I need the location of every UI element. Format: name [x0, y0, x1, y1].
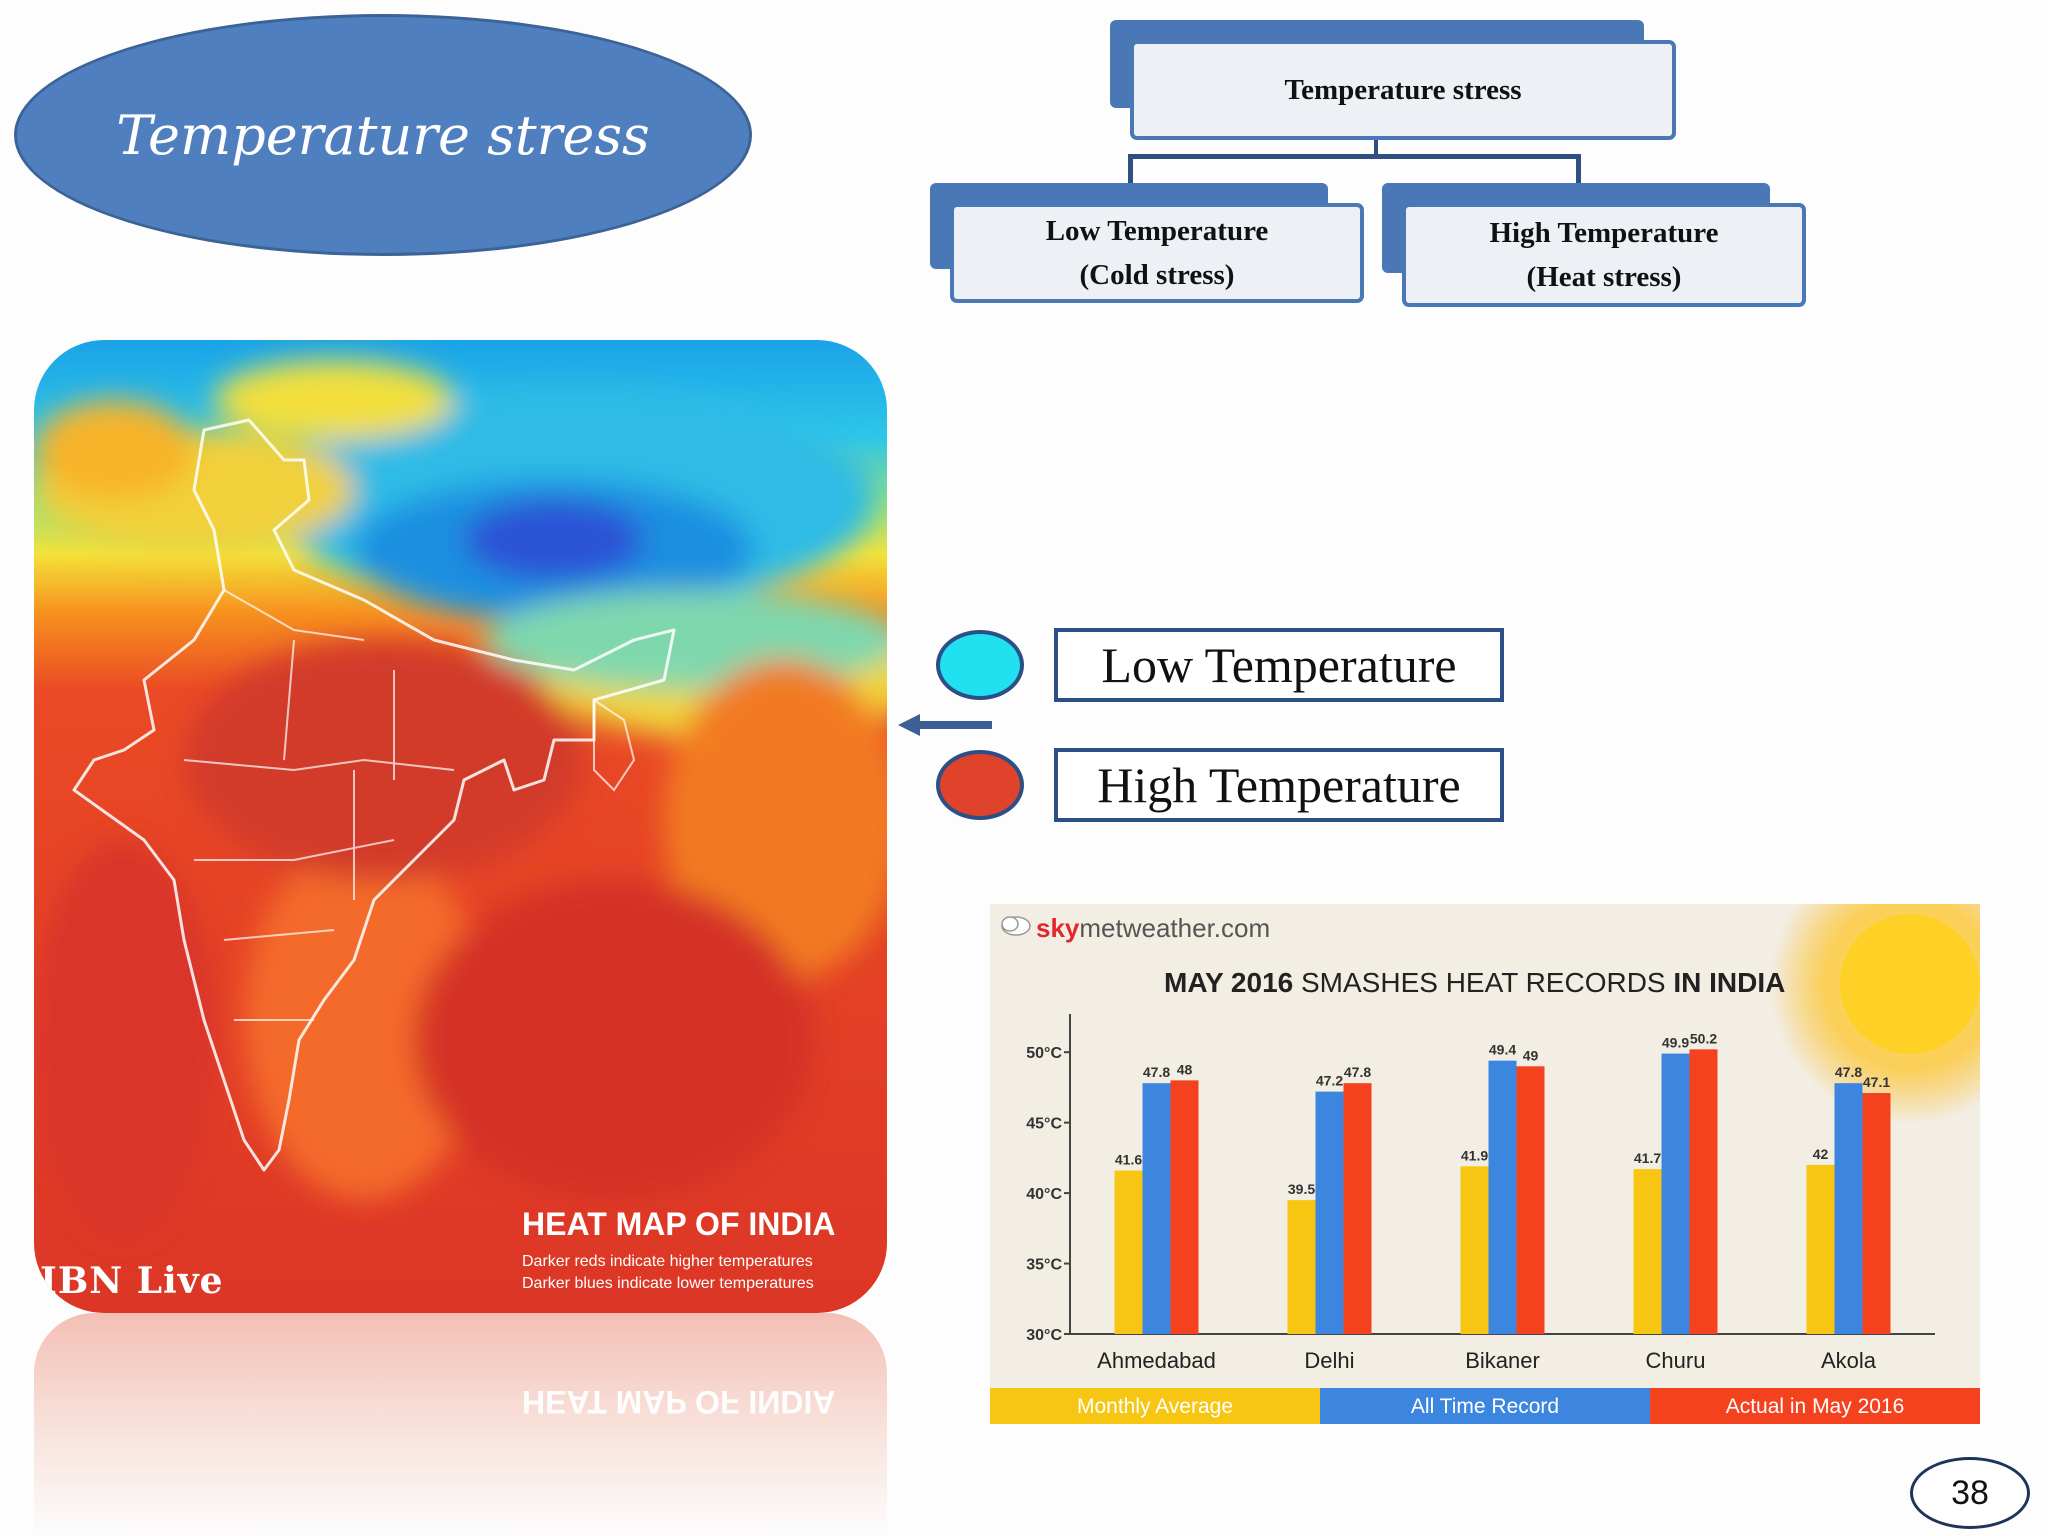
connector-left	[1128, 154, 1133, 184]
reflection-title: HEAT MAP OF INDIA	[522, 1384, 836, 1420]
heat-map-svg	[34, 340, 887, 1313]
data-label: 42	[1813, 1146, 1829, 1162]
heat-map-caption-blue: Darker blues indicate lower temperatures	[522, 1275, 814, 1292]
bar-delhi-1	[1315, 1091, 1344, 1334]
sun-icon	[1770, 904, 1980, 1124]
x-tick-label: Ahmedabad	[1097, 1348, 1216, 1373]
high-temp-legend-label: High Temperature	[1097, 757, 1461, 813]
x-tick-label: Akola	[1821, 1348, 1877, 1373]
cloud-icon	[1001, 916, 1031, 936]
legend-label: Actual in May 2016	[1726, 1395, 1905, 1418]
page-number: 38	[1910, 1457, 2030, 1529]
chart-title: MAY 2016 SMASHES HEAT RECORDS IN INDIA	[1164, 967, 1785, 998]
low-temp-legend-dot	[936, 630, 1024, 700]
bar-ahmedabad-2	[1170, 1080, 1199, 1334]
heat-map-reflection: HEAT MAP OF INDIA	[34, 1313, 887, 1536]
heat-map-title: HEAT MAP OF INDIA	[522, 1206, 836, 1242]
bar-akola-0	[1806, 1164, 1835, 1334]
bar-ahmedabad-1	[1142, 1083, 1171, 1334]
data-label: 50.2	[1690, 1030, 1717, 1046]
data-label: 49	[1523, 1047, 1539, 1063]
bar-bikaner-0	[1460, 1166, 1489, 1334]
y-tick-label: 40°C	[1026, 1186, 1062, 1203]
data-label: 39.5	[1288, 1181, 1315, 1197]
slide-title: Temperature stress	[116, 103, 650, 167]
data-label: 47.8	[1344, 1064, 1371, 1080]
data-label: 41.6	[1115, 1152, 1142, 1168]
y-tick-label: 45°C	[1026, 1116, 1062, 1133]
heat-map-image: HEAT MAP OF INDIA Darker reds indicate h…	[34, 340, 887, 1313]
x-tick-label: Delhi	[1304, 1348, 1354, 1373]
heat-records-chart: skymetweather.com MAY 2016 SMASHES HEAT …	[990, 904, 1980, 1424]
x-tick-label: Churu	[1646, 1348, 1706, 1373]
bar-akola-1	[1834, 1083, 1863, 1334]
slide-title-ellipse: Temperature stress	[14, 14, 752, 256]
bar-bikaner-2	[1516, 1066, 1545, 1334]
ibn-live-logo: IBN Live	[40, 1260, 224, 1302]
left-box: Low Temperature (Cold stress)	[950, 203, 1364, 303]
bar-delhi-0	[1287, 1200, 1316, 1334]
connector-horizontal	[1128, 154, 1580, 159]
data-label: 41.9	[1461, 1147, 1488, 1163]
source-logo: skymetweather.com	[1036, 913, 1270, 943]
data-label: 47.8	[1143, 1064, 1170, 1080]
left-box-line2: (Cold stress)	[1079, 259, 1235, 291]
right-box: High Temperature (Heat stress)	[1402, 203, 1806, 307]
heat-map-caption-red: Darker reds indicate higher temperatures	[522, 1253, 813, 1270]
bar-ahmedabad-0	[1114, 1170, 1143, 1334]
high-temp-legend-box: High Temperature	[1054, 748, 1504, 822]
data-label: 49.9	[1662, 1035, 1689, 1051]
source-rest: metweather.com	[1079, 913, 1270, 943]
page-number-text: 38	[1951, 1473, 1989, 1512]
legend-label: All Time Record	[1411, 1395, 1559, 1418]
data-label: 48	[1177, 1061, 1193, 1077]
legend-label: Monthly Average	[1077, 1395, 1233, 1418]
low-temp-legend-label: Low Temperature	[1101, 637, 1457, 693]
root-label: Temperature stress	[1284, 74, 1522, 106]
chart-title-part1: MAY 2016	[1164, 967, 1293, 998]
legend-swatch-1	[1320, 1388, 1650, 1424]
bar-chart-svg: skymetweather.com MAY 2016 SMASHES HEAT …	[990, 904, 1980, 1424]
heat-map-caption: HEAT MAP OF INDIA Darker reds indicate h…	[522, 1206, 882, 1293]
low-temp-legend-box: Low Temperature	[1054, 628, 1504, 702]
chart-title-part2: SMASHES HEAT RECORDS	[1293, 967, 1673, 998]
arrow-left-icon	[898, 714, 992, 736]
source-brand: sky	[1036, 913, 1080, 943]
y-tick-label: 50°C	[1026, 1045, 1062, 1062]
data-label: 41.7	[1634, 1150, 1661, 1166]
legend-swatch-2	[1650, 1388, 1980, 1424]
right-box-line2: (Heat stress)	[1526, 261, 1682, 293]
data-label: 47.1	[1863, 1074, 1890, 1090]
bar-bikaner-1	[1488, 1060, 1517, 1334]
legend-swatch-0	[990, 1388, 1320, 1424]
bar-churu-0	[1633, 1169, 1662, 1334]
y-tick-label: 30°C	[1026, 1327, 1062, 1344]
bar-akola-2	[1862, 1093, 1891, 1334]
connector-vertical	[1374, 140, 1378, 156]
right-box-line1: High Temperature	[1489, 217, 1719, 249]
x-tick-label: Bikaner	[1465, 1348, 1540, 1373]
data-label: 47.2	[1316, 1073, 1343, 1089]
data-label: 49.4	[1489, 1042, 1516, 1058]
bar-churu-2	[1689, 1049, 1718, 1334]
root-box: Temperature stress	[1130, 40, 1676, 140]
chart-title-part3: IN INDIA	[1673, 967, 1785, 998]
bar-delhi-2	[1343, 1083, 1372, 1334]
high-temp-legend-dot	[936, 750, 1024, 820]
connector-right	[1576, 154, 1581, 184]
data-label: 47.8	[1835, 1064, 1862, 1080]
y-tick-label: 35°C	[1026, 1257, 1062, 1274]
left-box-line1: Low Temperature	[1045, 215, 1269, 247]
bar-churu-1	[1661, 1053, 1690, 1334]
